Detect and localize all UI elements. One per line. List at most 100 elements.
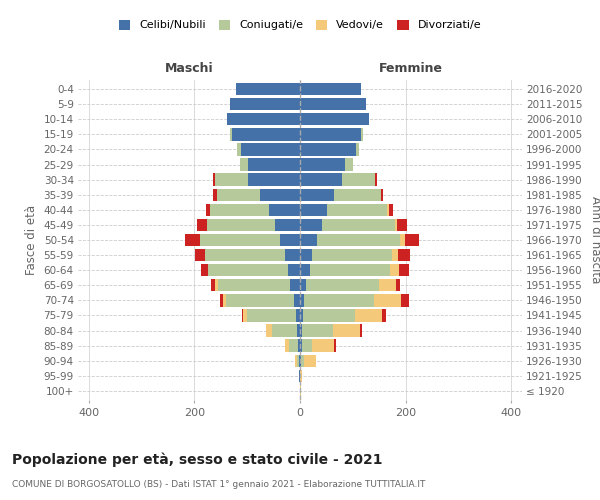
Bar [241,143,300,156]
Bar [185,234,200,246]
Bar [208,264,289,276]
Bar [360,324,362,337]
Bar [206,204,210,216]
Bar [243,310,247,322]
Text: COMUNE DI BORGOSATOLLO (BS) - Dati ISTAT 1° gennaio 2021 - Elaborazione TUTTITAL: COMUNE DI BORGOSATOLLO (BS) - Dati ISTAT… [12,480,425,489]
Bar [379,279,396,291]
Bar [310,264,390,276]
Bar [302,324,333,337]
Bar [269,204,300,216]
Bar [300,249,311,262]
Text: Femmine: Femmine [379,62,443,76]
Bar [400,234,404,246]
Bar [205,249,285,262]
Bar [236,143,241,156]
Bar [272,324,298,337]
Bar [395,218,397,231]
Bar [213,188,217,201]
Bar [280,234,300,246]
Bar [217,188,260,201]
Bar [290,279,300,291]
Bar [227,113,300,126]
Bar [328,204,386,216]
Bar [300,279,307,291]
Bar [214,174,215,186]
Bar [300,188,334,201]
Bar [317,234,400,246]
Bar [298,324,300,337]
Bar [322,218,395,231]
Y-axis label: Anni di nascita: Anni di nascita [589,196,600,284]
Bar [389,204,393,216]
Bar [404,234,419,246]
Bar [300,370,302,382]
Bar [247,310,296,322]
Bar [304,354,316,367]
Bar [266,324,272,337]
Bar [275,218,300,231]
Bar [220,294,223,306]
Bar [236,83,300,95]
Bar [390,264,400,276]
Bar [300,174,342,186]
Bar [300,204,328,216]
Bar [197,218,207,231]
Bar [242,310,243,322]
Bar [382,310,386,322]
Bar [248,174,300,186]
Bar [300,83,361,95]
Bar [296,310,300,322]
Bar [304,294,374,306]
Bar [230,98,300,110]
Bar [226,294,293,306]
Bar [300,354,301,367]
Bar [232,128,300,140]
Bar [397,218,407,231]
Bar [374,294,401,306]
Bar [311,249,392,262]
Bar [375,174,377,186]
Bar [210,204,269,216]
Bar [295,354,297,367]
Bar [248,158,300,170]
Y-axis label: Fasce di età: Fasce di età [25,205,38,275]
Bar [218,279,290,291]
Bar [230,128,232,140]
Bar [293,294,300,306]
Bar [298,340,300,352]
Bar [300,218,322,231]
Bar [398,249,410,262]
Bar [297,354,299,367]
Bar [240,158,248,170]
Bar [200,264,208,276]
Bar [289,340,298,352]
Bar [334,188,381,201]
Bar [361,128,363,140]
Bar [196,249,205,262]
Bar [300,294,304,306]
Legend: Celibi/Nubili, Coniugati/e, Vedovi/e, Divorziati/e: Celibi/Nubili, Coniugati/e, Vedovi/e, Di… [115,15,485,35]
Bar [300,340,302,352]
Bar [300,310,303,322]
Bar [289,264,300,276]
Bar [300,264,310,276]
Bar [334,340,336,352]
Bar [392,249,398,262]
Bar [211,279,215,291]
Bar [285,340,289,352]
Bar [300,113,369,126]
Bar [223,294,226,306]
Bar [302,340,311,352]
Bar [300,158,345,170]
Bar [311,340,334,352]
Bar [303,310,355,322]
Bar [396,279,400,291]
Bar [301,354,304,367]
Bar [333,324,360,337]
Bar [401,294,409,306]
Bar [355,310,382,322]
Bar [345,158,353,170]
Text: Maschi: Maschi [164,62,214,76]
Bar [200,234,280,246]
Bar [300,324,302,337]
